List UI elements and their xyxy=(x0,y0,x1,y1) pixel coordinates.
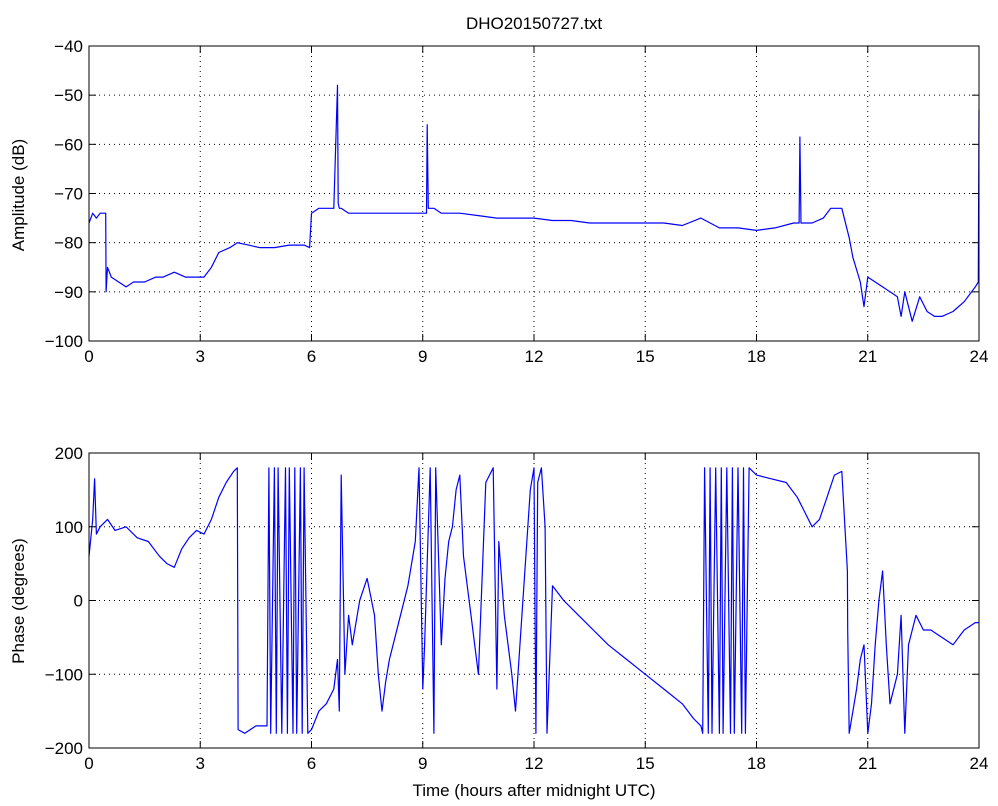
phase-x-tick-label: 15 xyxy=(636,754,655,773)
amplitude-y-axis-label: Amplitude (dB) xyxy=(9,139,28,251)
amplitude-x-tick-label: 21 xyxy=(858,347,877,366)
amplitude-y-tick-label: −40 xyxy=(54,37,83,56)
phase-plot: 0 3 6 9 12 15 18 21 24 −200 −100 0 100 200 xyxy=(45,444,989,773)
amplitude-x-tick-label: 3 xyxy=(196,347,205,366)
amplitude-x-tick-label: 0 xyxy=(84,347,93,366)
phase-y-tick-label: 0 xyxy=(74,592,83,611)
phase-x-tick-label: 6 xyxy=(307,754,316,773)
amplitude-y-tick-label: −80 xyxy=(54,234,83,253)
amplitude-y-tick-label: −90 xyxy=(54,283,83,302)
time-x-axis-label: Time (hours after midnight UTC) xyxy=(412,781,655,800)
phase-series-line xyxy=(88,467,979,734)
phase-x-tick-label: 18 xyxy=(747,754,766,773)
amplitude-plot: 0 3 6 9 12 15 18 21 24 −100 −90 −80 −70 −60 −50 −40 xyxy=(45,37,989,366)
phase-x-tick-label: 9 xyxy=(418,754,427,773)
amplitude-x-tick-label: 12 xyxy=(525,347,544,366)
phase-y-axis-label: Phase (degrees) xyxy=(9,538,28,664)
amplitude-x-tick-label: 6 xyxy=(307,347,316,366)
phase-x-tick-label: 12 xyxy=(525,754,544,773)
phase-x-tick-label: 21 xyxy=(858,754,877,773)
phase-x-tick-label: 0 xyxy=(84,754,93,773)
phase-x-tick-label: 3 xyxy=(196,754,205,773)
amplitude-chart-title: DHO20150727.txt xyxy=(466,14,602,33)
amplitude-x-tick-label: 18 xyxy=(747,347,766,366)
amplitude-series-line xyxy=(88,84,980,322)
amplitude-y-tick-label: −70 xyxy=(54,185,83,204)
phase-y-tick-label: 200 xyxy=(55,444,83,463)
amplitude-x-tick-label: 15 xyxy=(636,347,655,366)
phase-y-tick-label: 100 xyxy=(55,518,83,537)
phase-y-tick-label: −100 xyxy=(45,665,83,684)
phase-x-tick-label: 24 xyxy=(970,754,989,773)
amplitude-x-tick-label: 9 xyxy=(418,347,427,366)
phase-y-tick-label: −200 xyxy=(45,739,83,758)
amplitude-y-tick-label: −50 xyxy=(54,86,83,105)
amplitude-y-tick-label: −60 xyxy=(54,135,83,154)
amplitude-x-tick-label: 24 xyxy=(970,347,989,366)
amplitude-y-tick-label: −100 xyxy=(45,332,83,351)
